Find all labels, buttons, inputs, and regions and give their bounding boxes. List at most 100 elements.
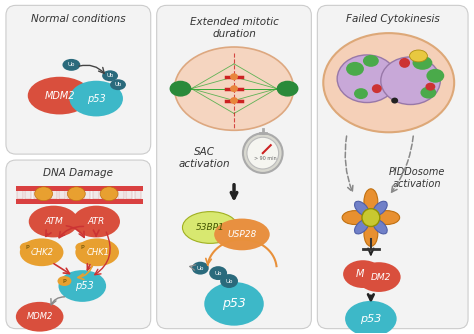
Ellipse shape <box>16 302 64 332</box>
Text: ATR: ATR <box>88 217 105 226</box>
Ellipse shape <box>399 58 410 68</box>
Bar <box>118 187 124 199</box>
Text: MDM2: MDM2 <box>44 91 75 101</box>
FancyBboxPatch shape <box>157 5 311 329</box>
Text: 53BP1: 53BP1 <box>196 223 225 232</box>
Bar <box>59 187 65 199</box>
Ellipse shape <box>170 81 191 97</box>
Text: p53: p53 <box>75 281 94 291</box>
Ellipse shape <box>192 262 209 275</box>
Text: CHK1: CHK1 <box>87 248 109 257</box>
Ellipse shape <box>63 59 80 71</box>
Ellipse shape <box>58 270 106 302</box>
Ellipse shape <box>214 218 270 250</box>
Text: USP28: USP28 <box>228 230 256 239</box>
Ellipse shape <box>247 137 279 169</box>
Bar <box>93 187 99 199</box>
Text: Failed Cytokinesis: Failed Cytokinesis <box>346 14 439 24</box>
Ellipse shape <box>357 262 401 292</box>
Ellipse shape <box>277 81 299 97</box>
Ellipse shape <box>57 276 72 286</box>
Text: DNA Damage: DNA Damage <box>43 168 113 178</box>
Bar <box>84 187 90 199</box>
Ellipse shape <box>426 83 435 91</box>
Text: p53: p53 <box>222 297 246 310</box>
Ellipse shape <box>363 55 379 67</box>
Bar <box>101 187 107 199</box>
Ellipse shape <box>220 274 238 288</box>
Ellipse shape <box>364 189 378 215</box>
Ellipse shape <box>20 242 34 252</box>
Ellipse shape <box>364 220 378 246</box>
Ellipse shape <box>372 84 382 93</box>
Bar <box>76 187 82 199</box>
FancyBboxPatch shape <box>317 5 468 329</box>
Ellipse shape <box>355 201 369 216</box>
Bar <box>135 187 141 199</box>
Ellipse shape <box>412 56 432 70</box>
Ellipse shape <box>323 33 454 132</box>
Text: > 90 min: > 90 min <box>255 156 277 161</box>
Ellipse shape <box>75 242 89 252</box>
Ellipse shape <box>209 266 227 280</box>
Ellipse shape <box>110 79 126 90</box>
Ellipse shape <box>69 81 123 117</box>
Ellipse shape <box>362 209 380 226</box>
Ellipse shape <box>35 187 53 201</box>
Bar <box>25 187 31 199</box>
Text: P: P <box>25 245 28 250</box>
Text: Ub: Ub <box>107 73 114 78</box>
Text: Ub: Ub <box>225 279 233 284</box>
Text: SAC
activation: SAC activation <box>179 147 230 169</box>
Bar <box>16 199 143 204</box>
Ellipse shape <box>230 97 238 104</box>
Bar <box>127 187 132 199</box>
Ellipse shape <box>102 70 118 81</box>
Text: CHK2: CHK2 <box>31 248 54 257</box>
Text: Ub: Ub <box>197 266 204 271</box>
FancyBboxPatch shape <box>6 160 151 329</box>
Ellipse shape <box>230 85 238 92</box>
Text: Normal conditions: Normal conditions <box>31 14 126 24</box>
Bar <box>34 187 40 199</box>
Text: DM2: DM2 <box>371 273 391 282</box>
Ellipse shape <box>374 211 400 224</box>
Ellipse shape <box>410 50 428 62</box>
Text: Extended mitotic
duration: Extended mitotic duration <box>190 17 278 39</box>
Bar <box>51 187 56 199</box>
Text: Ub: Ub <box>114 82 122 87</box>
Ellipse shape <box>342 211 368 224</box>
Ellipse shape <box>243 133 283 173</box>
Text: P: P <box>81 245 84 250</box>
Ellipse shape <box>20 238 64 266</box>
Ellipse shape <box>381 57 440 105</box>
Text: Ub: Ub <box>68 62 75 67</box>
Text: PIDDosome
activation: PIDDosome activation <box>388 167 445 189</box>
Ellipse shape <box>373 201 387 216</box>
Bar <box>67 187 73 199</box>
Ellipse shape <box>420 87 437 99</box>
Ellipse shape <box>204 282 264 326</box>
Ellipse shape <box>174 47 293 130</box>
Ellipse shape <box>29 206 78 237</box>
Text: ATM: ATM <box>44 217 63 226</box>
Text: M: M <box>356 269 364 279</box>
Ellipse shape <box>182 212 238 243</box>
Text: p53: p53 <box>360 314 382 324</box>
Text: Ub: Ub <box>214 271 222 276</box>
Bar <box>42 187 48 199</box>
Ellipse shape <box>373 219 387 234</box>
Bar <box>17 187 23 199</box>
Ellipse shape <box>354 88 368 99</box>
Text: P: P <box>63 279 66 284</box>
FancyBboxPatch shape <box>6 5 151 154</box>
Ellipse shape <box>230 73 238 80</box>
Ellipse shape <box>345 301 397 334</box>
Ellipse shape <box>346 62 364 76</box>
Ellipse shape <box>355 219 369 234</box>
Bar <box>16 186 143 191</box>
Ellipse shape <box>427 69 444 83</box>
Bar <box>109 187 116 199</box>
Ellipse shape <box>67 187 85 201</box>
Ellipse shape <box>100 187 118 201</box>
